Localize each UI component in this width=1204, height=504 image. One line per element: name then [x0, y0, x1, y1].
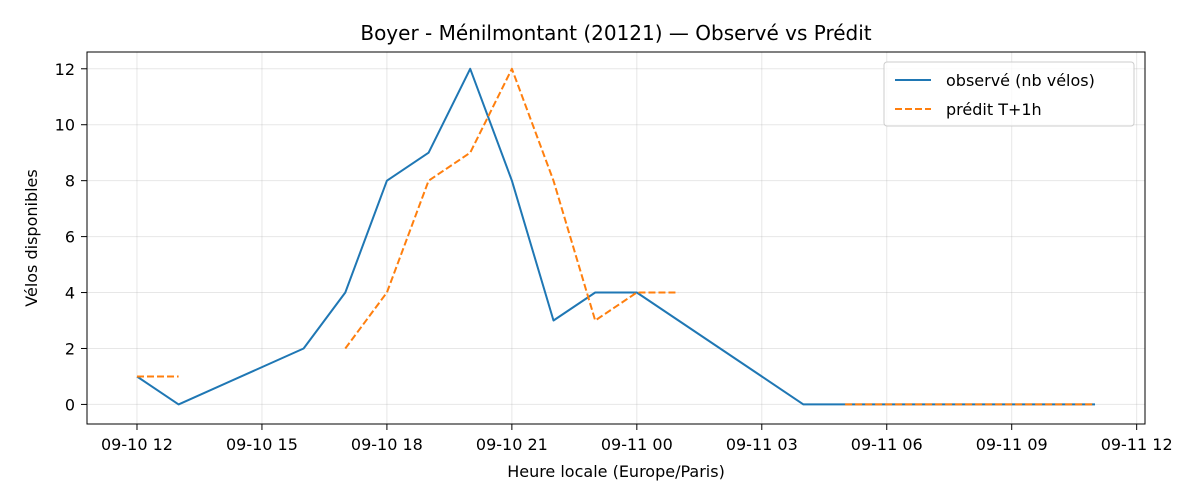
legend-label-predicted: prédit T+1h [946, 100, 1042, 119]
legend-label-observed: observé (nb vélos) [946, 71, 1095, 90]
x-tick-label: 09-11 00 [601, 435, 673, 454]
y-tick-label: 8 [65, 172, 75, 191]
x-tick-label: 09-10 15 [226, 435, 298, 454]
series-line-observed [136, 67, 1095, 406]
y-tick-label: 0 [65, 395, 75, 414]
series-layer [136, 67, 1095, 406]
chart-title: Boyer - Ménilmontant (20121) — Observé v… [360, 21, 871, 45]
y-tick-label: 12 [55, 60, 75, 79]
y-tick-label: 6 [65, 228, 75, 247]
x-tick-label: 09-10 12 [101, 435, 173, 454]
x-tick-label: 09-11 06 [851, 435, 923, 454]
x-tick-label: 09-10 18 [351, 435, 423, 454]
legend: observé (nb vélos) prédit T+1h [883, 61, 1135, 127]
y-tick-label: 10 [55, 116, 75, 135]
x-tick-label: 09-11 12 [1101, 435, 1173, 454]
y-tick-label: 2 [65, 339, 75, 358]
y-axis-title: Vélos disponibles [22, 169, 41, 306]
plot-frame [86, 51, 1146, 425]
tick-layer: 09-10 12 09-10 15 09-10 18 09-10 21 09-11 00… [55, 60, 1173, 454]
y-tick-label: 4 [65, 284, 75, 303]
legend-box [883, 61, 1135, 127]
x-tick-label: 09-11 09 [976, 435, 1048, 454]
series-line-predicted-segment [344, 67, 679, 350]
x-tick-label: 09-10 21 [476, 435, 548, 454]
x-axis-title: Heure locale (Europe/Paris) [507, 462, 725, 481]
x-tick-label: 09-11 03 [726, 435, 798, 454]
